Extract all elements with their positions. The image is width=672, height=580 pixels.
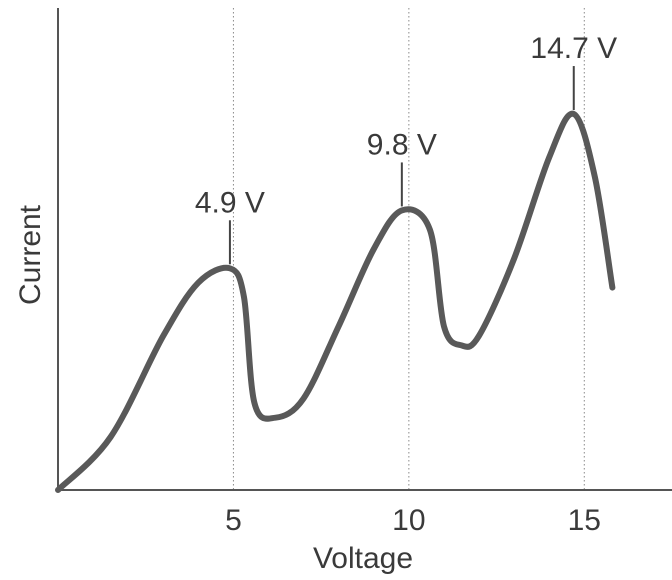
peak-label-2: 9.8 V — [367, 128, 437, 161]
peak-label-3: 14.7 V — [530, 32, 617, 65]
peak-labels: 4.9 V 9.8 V 14.7 V — [195, 32, 617, 219]
current-curve — [55, 110, 616, 493]
x-axis-title: Voltage — [313, 542, 413, 575]
x-tick-labels: 5 10 15 — [225, 504, 601, 537]
reference-lines — [232, 8, 585, 490]
peak-label-1: 4.9 V — [195, 186, 265, 219]
y-axis-title: Current — [14, 204, 47, 305]
x-tick-label-10: 10 — [392, 504, 425, 537]
peak-markers — [228, 66, 575, 265]
x-tick-label-5: 5 — [225, 504, 242, 537]
x-tick-label-15: 15 — [568, 504, 601, 537]
